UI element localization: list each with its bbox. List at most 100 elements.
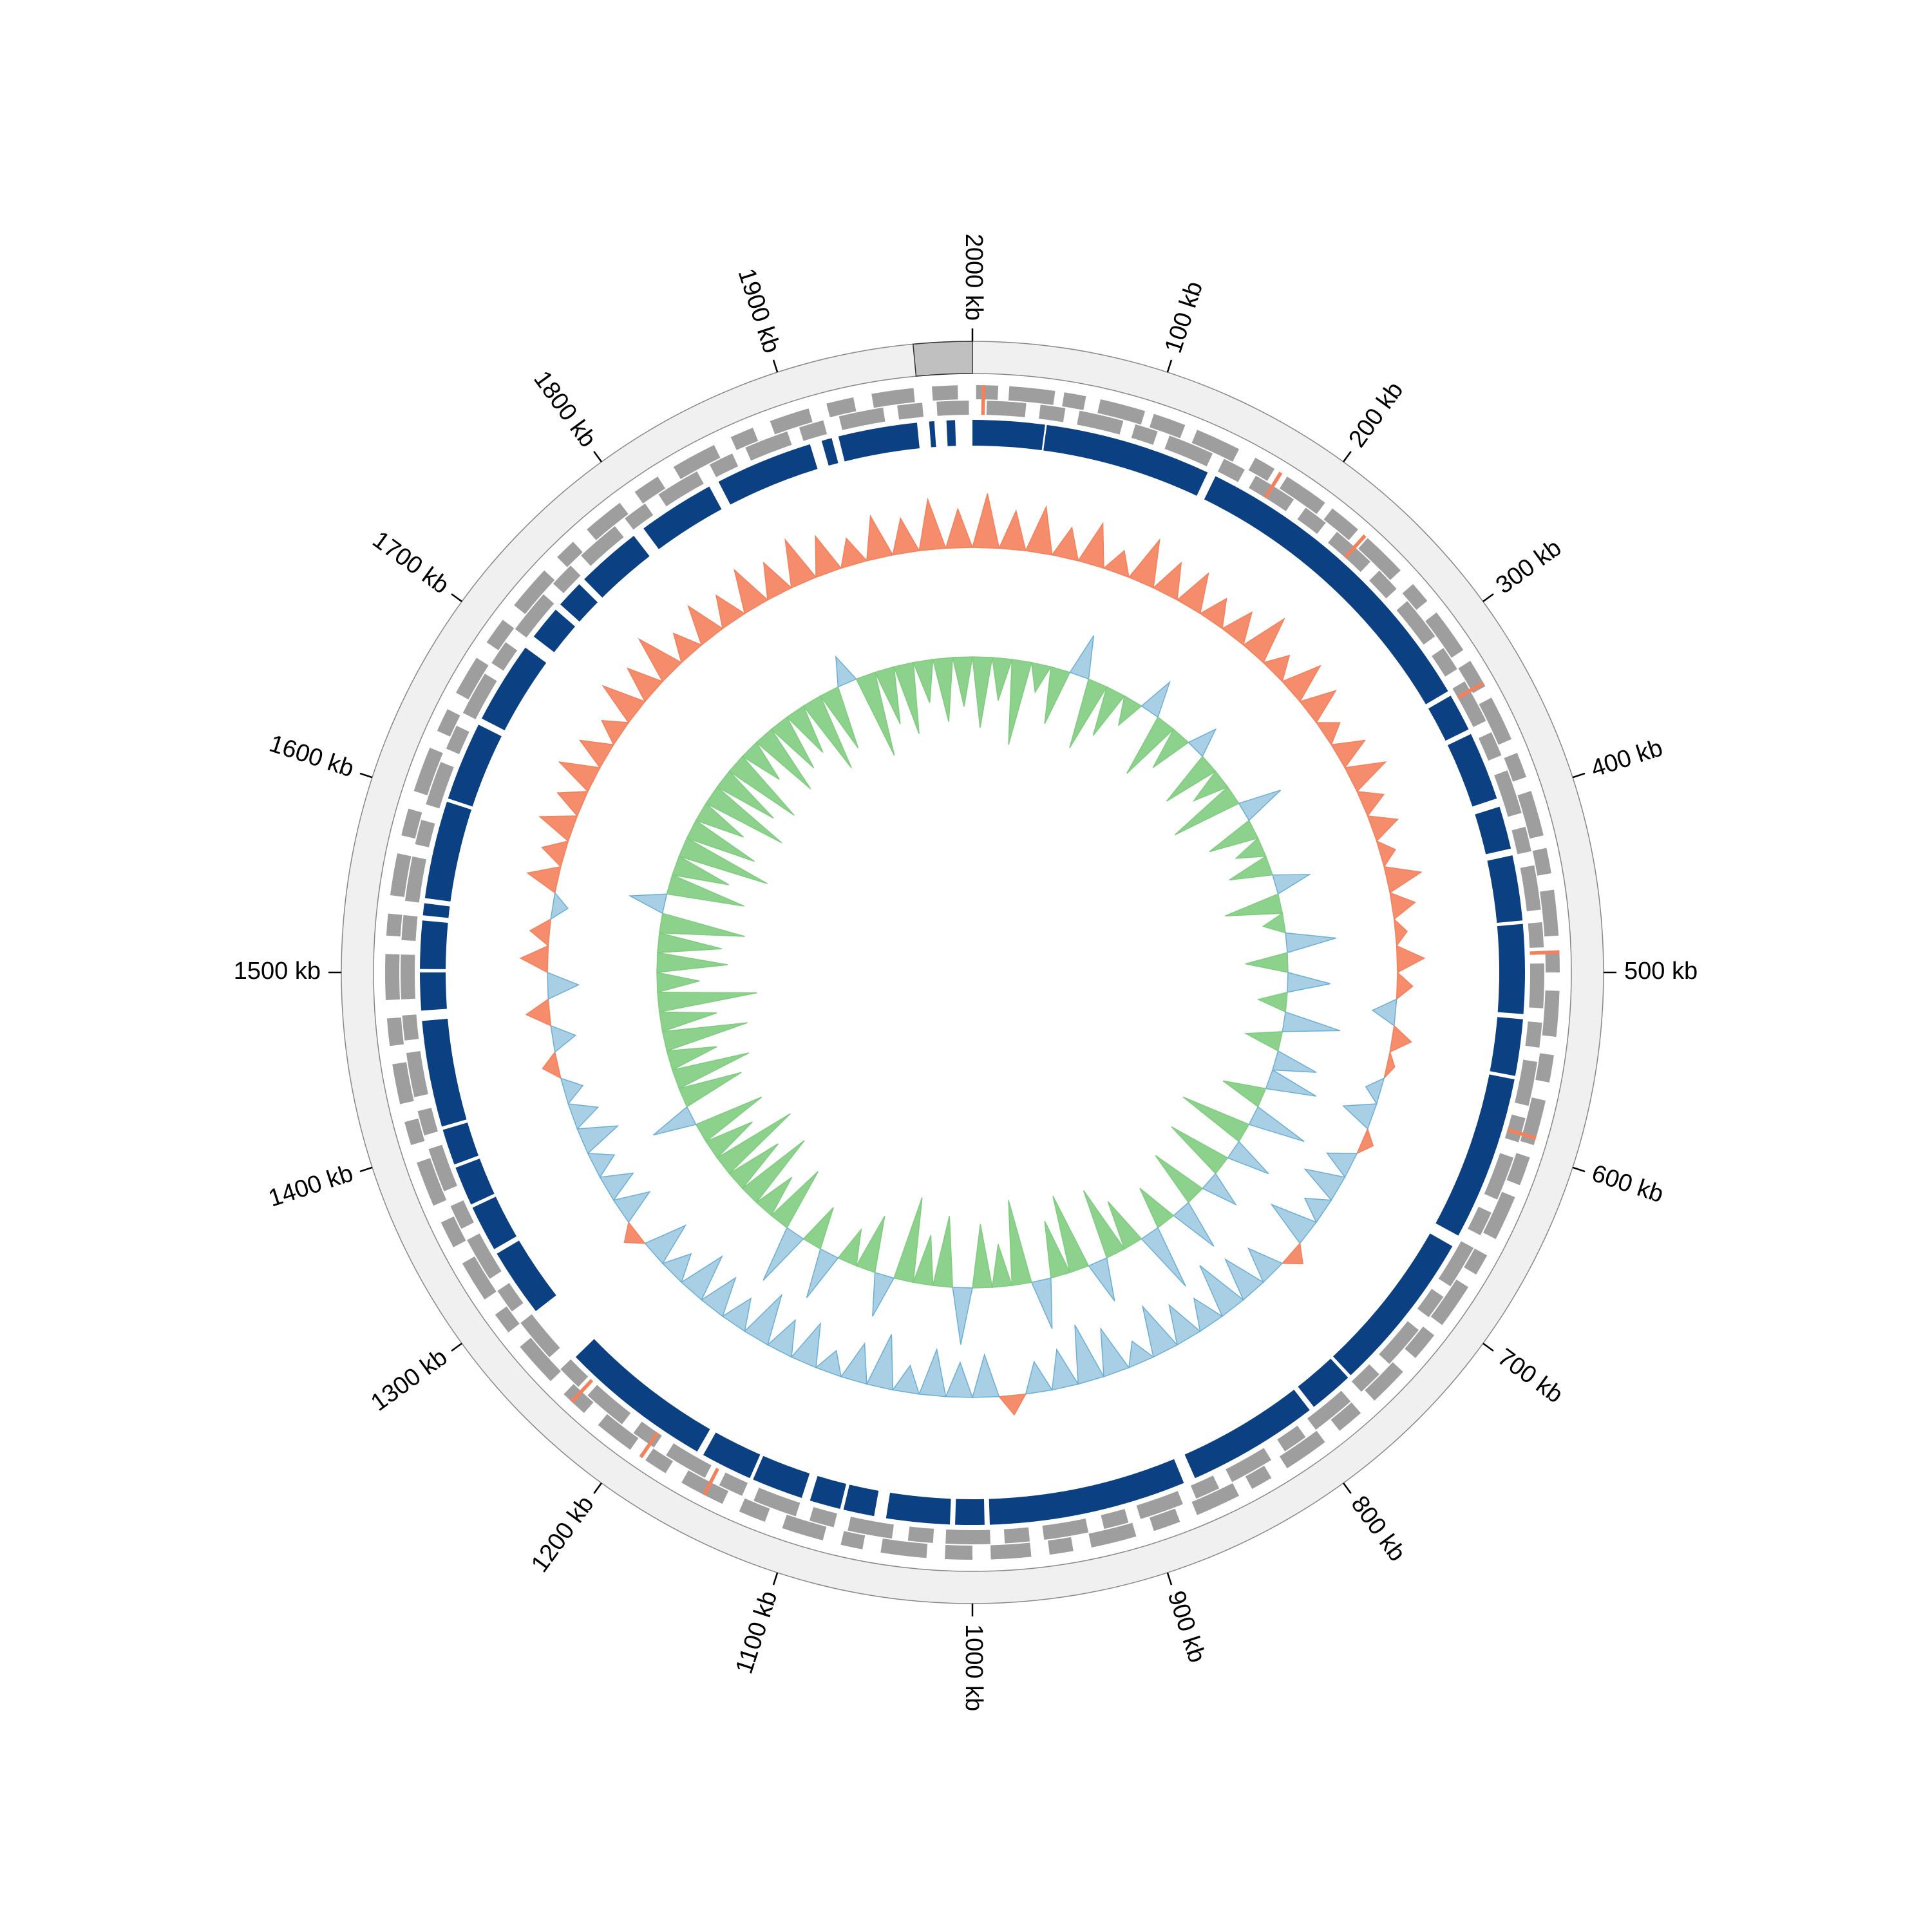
gc-content-bar [1356,1127,1374,1155]
contig [1447,734,1497,807]
reverse-gene [838,407,886,430]
tick-mark [1166,1572,1173,1586]
reverse-gene [907,1526,934,1543]
forward-gene [1506,1153,1530,1186]
forward-gene [871,388,915,408]
highlight-region [912,341,973,377]
gc-content-bar [1315,722,1341,746]
contig [1332,1233,1453,1376]
reverse-gene [415,819,435,848]
contig [533,609,576,652]
reverse-gene [1226,1448,1271,1482]
gc-skew-bar [1209,819,1259,853]
reverse-gene [633,1421,662,1448]
rna-gene [1264,471,1283,499]
gc-skew-bar [686,819,755,862]
tick-mark [1343,1482,1352,1494]
gc-content-bar [644,1224,687,1265]
gc-skew-bar [1229,855,1274,881]
reverse-gene [1484,1153,1514,1200]
gc-content-bar [529,918,552,947]
gc-content-bar [1242,617,1285,664]
gc-skew-bar [666,874,744,907]
gc-content-bar [526,866,562,894]
forward-gene [1150,1508,1180,1531]
gc-skew-bar [1052,1195,1090,1274]
gc-content-bar [626,667,664,703]
tick-label: 1800 kb [528,366,601,452]
gc-content-bar [519,945,549,974]
gc-content-bar [734,568,769,614]
tick-mark [593,1482,602,1494]
forward-gene [840,1531,866,1549]
gc-skew-bar [1171,1126,1229,1175]
reverse-gene [1039,404,1066,422]
gc-content-bar [715,594,746,630]
gc-skew-bar [1117,695,1142,727]
gc-content-bar [680,1255,723,1301]
reverse-gene [1511,826,1531,855]
reverse-gene [1131,424,1158,445]
gc-skew-bar [1107,1200,1142,1250]
forward-gene [1331,1402,1361,1431]
reverse-gene [809,1507,837,1528]
forward-gene [1248,457,1275,481]
reverse-gene [406,1051,428,1097]
contig [575,1339,710,1452]
gc-content-bar [945,1361,974,1398]
forward-gene [437,709,460,737]
reverse-gene [426,762,454,809]
forward-gene [1405,1326,1435,1358]
reverse-gene [1217,459,1245,482]
forward-gene [456,658,489,700]
gc-skew-bar [716,770,774,819]
gc-content-bar [1326,1152,1358,1179]
gc-skew-bar [1152,728,1189,768]
forward-gene [1323,508,1358,540]
gc-skew-bar [1139,1188,1175,1229]
tick-label: 900 kb [1162,1587,1211,1665]
forward-gene [1483,1191,1515,1240]
reverse-gene [405,856,426,903]
gc-content-bar [612,1191,651,1224]
gc-content-bar [560,1077,584,1105]
gc-skew-bar [762,1227,804,1281]
forward-gene [1008,386,1056,405]
reverse-gene [450,1200,474,1229]
reverse-gene [1468,1206,1492,1236]
gc-skew-bar [872,1272,895,1317]
gc-content-bar [840,537,868,569]
tick-label: 1400 kb [265,1160,357,1213]
rna-gene [570,1379,594,1403]
reverse-gene [467,1233,502,1279]
gc-content-bar [1389,892,1416,920]
reverse-gene [1249,475,1294,511]
gc-content-bar [1199,597,1227,630]
tick-label: 500 kb [1624,958,1698,985]
contig [821,438,838,466]
contig [422,903,450,918]
forward-gene [392,1062,414,1104]
gc-skew-bar [1222,1080,1267,1108]
gc-content-bar [1303,1168,1346,1201]
contig [1475,806,1511,855]
tick-mark [1482,593,1494,602]
gc-skew-bar [1030,1277,1053,1329]
rna-gene [981,385,986,415]
contig [584,536,650,598]
gc-content-bar [784,538,817,589]
contig [448,724,502,807]
forward-gene [1430,1279,1469,1325]
gc-skew-bar [695,1096,762,1142]
gc-skew-bar [819,686,859,749]
reverse-gene [1307,1390,1351,1430]
forward-gene [1150,413,1186,439]
gc-content-bar [972,1353,1000,1398]
contig [946,420,956,446]
gc-content-bar [840,1341,867,1385]
gc-skew-bar [855,671,895,756]
contig [929,421,936,448]
reverse-gene [491,642,518,671]
gc-skew-bar [1188,728,1217,757]
